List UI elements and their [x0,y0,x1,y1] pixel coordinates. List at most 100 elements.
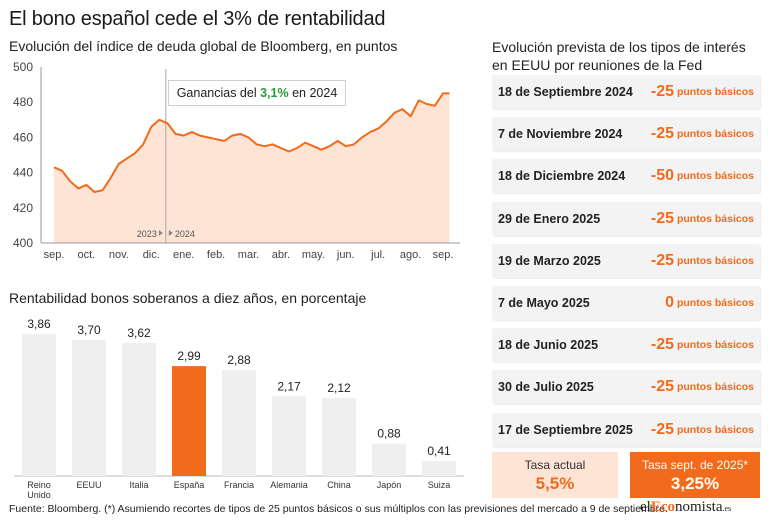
bar-value-label: 3,70 [77,323,101,337]
fed-rate-unit: puntos básicos [676,170,754,183]
eleconomista-logo: elEconomista.es [640,499,731,516]
y-tick-label: 460 [13,130,33,144]
bar-value-label: 3,62 [127,326,151,340]
bar-francia [222,370,256,476]
fed-meeting-row: 18 de Septiembre 2024 -25 puntos básicos [492,75,760,109]
bar-reino-unido [22,334,56,476]
bar-value-label: 3,86 [27,317,51,331]
index-line-chart: 2023 2024 400 420 440 460 480 500 sep. oct. nov. di… [13,60,460,261]
x-tick-label: mar. [238,249,259,261]
x-tick-label: nov. [109,249,129,261]
index-line [53,92,450,193]
fed-meeting-row: 7 de Noviembre 2024 -25 puntos básicos [492,117,760,152]
fed-meeting-date: 7 de Noviembre 2024 [498,127,623,142]
fed-meeting-row: 18 de Diciembre 2024 -50 puntos básicos [492,159,760,194]
bar-value-label: 0,88 [377,427,401,441]
future-rate-label: Tasa sept. de 2025* [641,458,749,472]
fed-rate-change: -25 [650,125,674,143]
fed-rate-unit: puntos básicos [676,423,754,436]
fed-meeting-date: 19 de Marzo 2025 [498,253,601,268]
bar-italia [122,342,156,476]
y-tick-label: 440 [13,166,33,180]
fed-meeting-row: 7 de Mayo 2025 0 puntos básicos [492,286,760,320]
bar-category-label: Reino [27,480,51,490]
current-rate-label: Tasa actual [524,458,586,472]
x-tick-label: may. [302,249,325,261]
logo-suffix: .es [722,504,732,513]
fed-rate-unit: puntos básicos [676,297,754,309]
x-tick-label: dic. [143,249,160,261]
bar-suiza [422,460,456,476]
year-right-label: 2024 [175,229,195,239]
fed-meeting-row: 30 de Julio 2025 -25 puntos básicos [492,370,760,405]
arrow-left-icon [158,230,163,236]
fed-meeting-date: 7 de Mayo 2025 [498,296,590,310]
bar-españa [172,366,206,476]
rates-subtitle: Evolución prevista de los tipos de inter… [492,39,746,73]
x-tick-label: feb. [207,249,225,261]
logo-accent: Eco [650,499,675,515]
x-tick-label: sep. [44,249,65,261]
bar-category-label: Italia [129,480,148,490]
y-tick-label: 420 [13,201,33,215]
x-tick-label: ago. [400,249,421,261]
y-tick-label: 480 [13,95,33,109]
bar-value-label: 2,88 [227,353,251,367]
fed-rate-unit: puntos básicos [676,254,754,267]
current-rate-value: 5,5% [535,474,575,493]
future-rate-box: Tasa sept. de 2025* 3,25% [630,452,760,498]
source-note: Fuente: Bloomberg. (*) Asumiendo recorte… [9,503,668,515]
fed-meeting-date: 29 de Enero 2025 [498,211,601,226]
x-tick-label: jun. [336,249,355,261]
page-title: El bono español cede el 3% de rentabilid… [9,8,386,30]
bar-category-label: España [174,480,205,490]
x-tick-label: sep. [433,249,454,261]
fed-rate-change: -25 [650,209,674,227]
bar-category-label: Japón [377,480,402,490]
bar-category-label: Suiza [428,480,451,490]
bar-japón [372,443,406,476]
bar-value-label: 2,17 [277,379,301,393]
bar-chart-subtitle: Rentabilidad bonos soberanos a diez años… [9,290,367,306]
annotation-suffix: en 2024 [292,86,338,100]
fed-meeting-date: 18 de Septiembre 2024 [498,85,633,99]
y-tick-label: 500 [13,60,33,74]
fed-rate-change: -25 [650,420,674,438]
fed-rate-unit: puntos básicos [676,381,754,394]
fed-meeting-date: 30 de Julio 2025 [498,380,594,395]
fed-rate-change: 0 [665,294,674,311]
fed-meeting-row: 29 de Enero 2025 -25 puntos básicos [492,201,760,236]
fed-rate-unit: puntos básicos [676,212,754,225]
bar-category-label: China [327,480,351,490]
bar-category-label: Unido [27,490,51,500]
fed-rate-unit: puntos básicos [676,86,754,98]
annotation-prefix: Ganancias del [176,86,257,100]
fed-rate-change: -25 [650,83,674,100]
fed-rate-unit: puntos básicos [676,128,754,141]
year-left-label: 2023 [137,229,157,239]
current-rate-box: Tasa actual 5,5% [492,452,618,498]
fed-rate-change: -25 [650,251,674,269]
bar-value-label: 2,99 [177,349,201,363]
bar-category-label: Alemania [270,480,308,490]
bar-value-label: 2,12 [327,381,351,395]
logo-prefix: el [640,499,651,515]
x-tick-label: abr. [272,249,290,261]
y-tick-label: 400 [13,236,33,250]
fed-meeting-row: 19 de Marzo 2025 -25 puntos básicos [492,243,760,278]
x-tick-label: jul. [370,249,385,261]
line-area-fill [54,93,450,244]
fed-meeting-date: 18 de Diciembre 2024 [498,169,626,184]
bar-value-label: 0,41 [427,444,451,458]
fed-meeting-date: 17 de Septiembre 2025 [498,422,633,437]
line-chart-subtitle: Evolución del índice de deuda global de … [9,38,398,54]
x-tick-label: ene. [173,249,194,261]
bar-category-label: EEUU [76,480,101,490]
fed-meeting-row: 18 de Junio 2025 -25 puntos básicos [492,328,760,363]
bar-alemania [272,396,306,476]
fed-rate-change: -25 [650,336,674,354]
fed-rate-change: -25 [650,378,674,396]
gains-annotation: Ganancias del 3,1% en 2024 [168,80,346,106]
bar-eeuu [72,340,106,476]
bar-china [322,398,356,476]
